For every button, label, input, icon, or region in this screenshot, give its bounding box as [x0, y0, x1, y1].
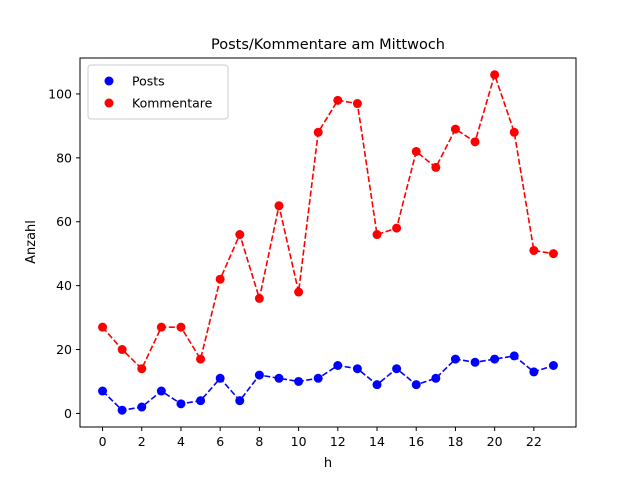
data-point-posts [509, 351, 519, 361]
data-point-kommentare [450, 124, 460, 134]
x-tick-label: 12 [330, 434, 346, 449]
x-tick-label: 10 [291, 434, 307, 449]
data-point-posts [294, 376, 304, 386]
x-tick-label: 22 [526, 434, 542, 449]
legend: Posts Kommentare [87, 64, 229, 120]
data-point-posts [235, 396, 245, 406]
data-point-kommentare [372, 230, 382, 240]
data-point-kommentare [137, 364, 147, 374]
data-point-posts [392, 364, 402, 374]
data-point-kommentare [548, 249, 558, 259]
data-point-kommentare [431, 162, 441, 172]
data-point-posts [137, 402, 147, 412]
y-tick-label: 60 [56, 214, 72, 229]
data-point-posts [431, 373, 441, 383]
data-point-kommentare [490, 70, 500, 80]
legend-box [87, 64, 229, 120]
data-point-kommentare [98, 322, 108, 332]
data-point-kommentare [215, 274, 225, 284]
legend-marker-kommentare [104, 98, 114, 108]
data-point-kommentare [294, 287, 304, 297]
chart-title: Posts/Kommentare am Mittwoch [211, 37, 445, 53]
data-point-posts [117, 405, 127, 415]
data-point-posts [411, 380, 421, 390]
data-point-posts [470, 357, 480, 367]
y-tick-label: 0 [64, 406, 72, 421]
legend-label-posts: Posts [132, 74, 165, 89]
legend-marker-posts [104, 76, 114, 86]
data-point-kommentare [470, 137, 480, 147]
x-tick-label: 6 [216, 434, 224, 449]
legend-label-kommentare: Kommentare [132, 96, 213, 111]
x-tick-label: 4 [177, 434, 185, 449]
data-point-kommentare [176, 322, 186, 332]
data-point-kommentare [235, 230, 245, 240]
data-point-kommentare [117, 345, 127, 355]
data-point-posts [156, 386, 166, 396]
data-point-posts [352, 364, 362, 374]
data-point-posts [548, 361, 558, 370]
data-point-kommentare [313, 127, 323, 137]
data-point-kommentare [156, 322, 166, 332]
data-point-posts [450, 354, 460, 364]
data-point-kommentare [254, 293, 264, 303]
x-tick-label: 16 [408, 434, 424, 449]
data-point-posts [98, 386, 108, 396]
data-point-kommentare [196, 354, 206, 364]
data-point-posts [254, 370, 264, 380]
data-point-kommentare [392, 223, 402, 233]
y-tick-label: 20 [56, 342, 72, 357]
y-tick-label: 80 [56, 150, 72, 165]
data-point-kommentare [509, 127, 519, 137]
x-tick-label: 0 [99, 434, 107, 449]
data-point-kommentare [529, 245, 539, 255]
x-tick-label: 14 [369, 434, 385, 449]
data-point-kommentare [333, 95, 343, 105]
y-tick-label: 100 [48, 86, 72, 101]
plot-area: 0 2 4 6 8 10 12 14 16 18 20 22 0 20 40 60 80 100 [48, 57, 577, 449]
data-point-kommentare [411, 146, 421, 156]
y-tick-label: 40 [56, 278, 72, 293]
x-tick-label: 20 [487, 434, 503, 449]
data-point-posts [176, 399, 186, 409]
x-tick-label: 8 [255, 434, 263, 449]
data-point-posts [196, 396, 206, 406]
data-point-posts [274, 373, 284, 383]
data-point-kommentare [274, 201, 284, 211]
data-point-posts [490, 354, 500, 364]
data-point-posts [529, 367, 539, 377]
data-point-kommentare [352, 99, 362, 109]
data-point-posts [372, 380, 382, 390]
data-point-posts [313, 373, 323, 383]
data-point-posts [215, 373, 225, 383]
x-tick-label: 2 [138, 434, 146, 449]
data-point-posts [333, 361, 343, 370]
plot-frame [79, 57, 577, 428]
x-axis-label: h [324, 456, 332, 471]
x-tick-label: 18 [447, 434, 463, 449]
y-axis-label: Anzahl [24, 220, 39, 264]
